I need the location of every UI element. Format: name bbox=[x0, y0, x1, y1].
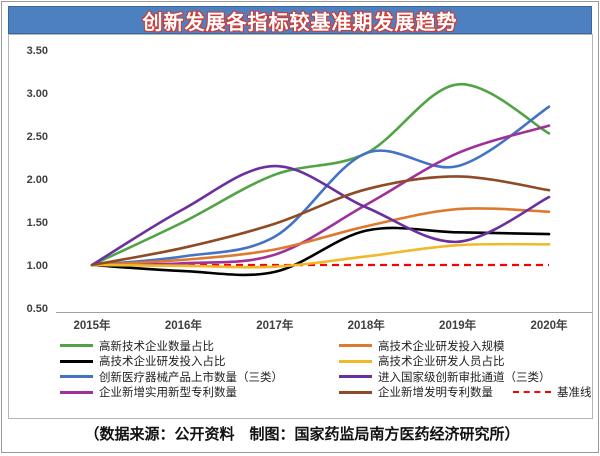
legend-column-right: 高技术企业研发投入规模 高技术企业研发人员占比 进入国家级创新审批通道（三类） 企业新… bbox=[339, 338, 599, 400]
legend-line-swatch bbox=[339, 390, 372, 394]
legend-item-3: 企业新增实用新型专利数量 bbox=[60, 385, 332, 401]
baseline-dash-swatch bbox=[513, 391, 551, 394]
legend-column-left: 高新技术企业数量占比 高技术企业研发投入占比创新医疗器械产品上市数量（三类） 企业新… bbox=[60, 338, 332, 400]
legend-label: 企业新增实用新型专利数量 bbox=[99, 387, 237, 400]
legend-item-2: 创新医疗器械产品上市数量（三类） bbox=[60, 369, 332, 385]
y-axis-tick-label: 3.00 bbox=[27, 88, 48, 100]
x-axis-tick-label: 2018年 bbox=[348, 318, 386, 332]
chart-title-bar: 创新发展各指标较基准期发展趋势 bbox=[8, 6, 592, 34]
y-axis-tick-label: 1.50 bbox=[27, 217, 48, 229]
chart-title: 创新发展各指标较基准期发展趋势 bbox=[142, 11, 458, 34]
legend-item-4: 高技术企业研发投入规模 bbox=[339, 338, 599, 354]
source-caption: （数据来源：公开资料 制图：国家药监局南方医药经济研究所） bbox=[84, 427, 520, 443]
legend-label: 高技术企业研发人员占比 bbox=[378, 356, 505, 369]
legend-line-swatch bbox=[339, 344, 372, 348]
legend-label: 高新技术企业数量占比 bbox=[99, 340, 214, 353]
legend-line-swatch bbox=[60, 359, 93, 363]
y-axis-tick-label: 2.50 bbox=[27, 131, 48, 143]
x-axis-tick-label: 2015年 bbox=[73, 318, 111, 332]
legend-line-swatch bbox=[60, 375, 93, 379]
x-axis-tick-label: 2016年 bbox=[165, 318, 203, 332]
series-line-0 bbox=[90, 83, 551, 267]
series-line-7 bbox=[90, 175, 551, 267]
y-axis-tick-label: 2.00 bbox=[27, 174, 48, 186]
series-line-1 bbox=[90, 226, 551, 277]
series-line-5 bbox=[90, 242, 551, 269]
legend-item-0: 高新技术企业数量占比 bbox=[60, 338, 332, 354]
legend-item-1: 高技术企业研发投入占比 bbox=[60, 354, 332, 370]
legend-label: 进入国家级创新审批通道（三类） bbox=[378, 371, 551, 384]
legend-line-swatch bbox=[60, 344, 93, 348]
y-axis-tick-label: 0.50 bbox=[27, 303, 48, 315]
legend-label: 基准线 bbox=[557, 387, 592, 400]
legend-label: 创新医疗器械产品上市数量（三类） bbox=[99, 371, 283, 384]
legend-label: 企业新增发明专利数量 bbox=[378, 387, 493, 400]
series-line-3 bbox=[90, 124, 551, 267]
legend-line-swatch bbox=[60, 390, 93, 394]
legend-item-6: 进入国家级创新审批通道（三类） bbox=[339, 369, 599, 385]
series-line-6 bbox=[90, 164, 551, 267]
y-axis-tick-label: 3.50 bbox=[27, 45, 48, 57]
x-axis-tick-label: 2017年 bbox=[256, 318, 294, 332]
legend-label: 高技术企业研发投入规模 bbox=[378, 340, 505, 353]
series-line-4 bbox=[90, 207, 551, 267]
series-line-2 bbox=[90, 105, 551, 267]
legend-line-swatch bbox=[339, 359, 372, 363]
legend-last-row: 企业新增发明专利数量 基准线 bbox=[339, 385, 599, 401]
chart-panel bbox=[8, 34, 593, 419]
legend-label: 高技术企业研发投入占比 bbox=[99, 356, 226, 369]
legend-item-5: 高技术企业研发人员占比 bbox=[339, 354, 599, 370]
legend-line-swatch bbox=[339, 375, 372, 379]
x-axis-tick-label: 2019年 bbox=[439, 318, 477, 332]
x-axis-tick-label: 2020年 bbox=[530, 318, 568, 332]
legend-item-baseline: 基准线 bbox=[513, 385, 592, 401]
y-axis-tick-label: 1.00 bbox=[27, 260, 48, 272]
legend-item-7: 企业新增发明专利数量 bbox=[339, 385, 493, 401]
